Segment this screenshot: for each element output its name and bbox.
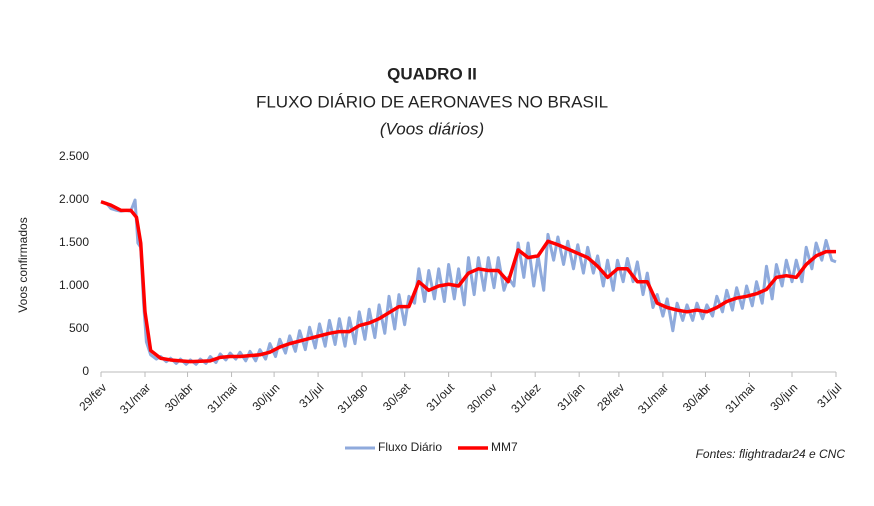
source: Fontes: flightradar24 e CNC: [696, 447, 846, 461]
x-tick-label: 30/jun: [249, 380, 282, 413]
x-tick-label: 30/abr: [680, 380, 714, 414]
series-line: [100, 198, 837, 366]
y-tick-label: 2.500: [59, 149, 89, 163]
chart-title: QUADRO II: [387, 64, 477, 83]
x-tick-label: 31/jan: [555, 380, 588, 413]
x-tick-label: 31/jul: [296, 380, 326, 410]
series-line: [100, 200, 836, 364]
legend-label: MM7: [491, 440, 518, 454]
x-tick-label: 31/mai: [722, 380, 757, 415]
x-tick-label: 28/fev: [594, 380, 627, 413]
y-axis-label: Voos confirmados: [16, 217, 30, 312]
y-tick-label: 2.000: [59, 192, 89, 206]
x-tick-label: 31/mar: [635, 380, 671, 416]
x-tick-label: 31/out: [424, 380, 458, 414]
x-tick-label: 31/jul: [814, 380, 844, 410]
chart-subtitle: FLUXO DIÁRIO DE AERONAVES NO BRASIL: [256, 92, 608, 111]
x-tick-label: 30/nov: [464, 380, 499, 415]
x-tick-label: 30/abr: [162, 380, 196, 414]
legend-label: Fluxo Diário: [378, 440, 442, 454]
chart-subtitle: (Voos diários): [380, 119, 484, 138]
y-tick-label: 1.000: [59, 278, 89, 292]
x-tick-label: 29/fev: [76, 380, 109, 413]
x-tick-label: 31/mar: [117, 380, 153, 416]
x-tick-label: 31/mai: [205, 380, 240, 415]
y-tick-label: 1.500: [59, 235, 89, 249]
y-tick-label: 500: [69, 321, 89, 335]
x-tick-label: 30/jun: [767, 380, 800, 413]
x-tick-label: 31/ago: [335, 380, 371, 416]
x-tick-label: 31/dez: [508, 380, 543, 415]
x-tick-label: 30/set: [380, 380, 413, 413]
y-tick-label: 0: [82, 364, 89, 378]
